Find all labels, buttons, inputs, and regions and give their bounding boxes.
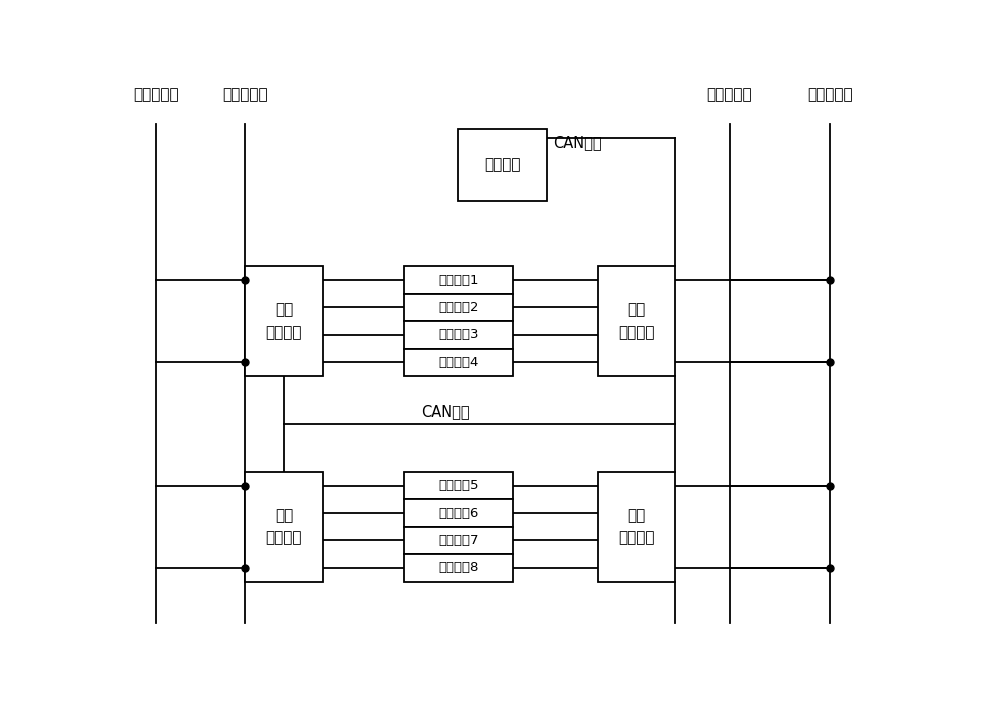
Bar [598,472,675,582]
Bar [404,321,512,349]
Text: 充电主控: 充电主控 [485,157,521,172]
Text: 充电模块2: 充电模块2 [438,301,479,314]
Text: 第三
扩容模块: 第三 扩容模块 [266,303,302,340]
Bar [458,130,547,201]
Text: 第三充电枪: 第三充电枪 [222,87,268,102]
Bar [598,266,675,376]
Text: 充电模块1: 充电模块1 [438,273,479,286]
Bar [404,527,512,554]
Bar [404,349,512,376]
Text: CAN通信: CAN通信 [554,135,602,150]
Text: 第一
扩容模块: 第一 扩容模块 [618,303,655,340]
Text: 充电模块4: 充电模块4 [438,356,478,369]
Text: 第一充电枪: 第一充电枪 [807,87,853,102]
Text: 第四充电枪: 第四充电枪 [133,87,179,102]
Bar [404,554,512,582]
Bar [404,472,512,499]
Text: 第四
扩容模块: 第四 扩容模块 [266,508,302,545]
Bar [245,266,323,376]
Text: 充电模块8: 充电模块8 [438,561,478,575]
Bar [245,472,323,582]
Text: 充电模块3: 充电模块3 [438,328,479,341]
Bar [404,499,512,527]
Text: 充电模块5: 充电模块5 [438,479,479,492]
Text: 充电模块7: 充电模块7 [438,534,479,547]
Text: CAN通信: CAN通信 [421,404,469,419]
Text: 第二充电枪: 第二充电枪 [707,87,752,102]
Bar [404,266,512,294]
Text: 充电模块6: 充电模块6 [438,506,478,520]
Text: 第二
扩容模块: 第二 扩容模块 [618,508,655,545]
Bar [404,294,512,321]
